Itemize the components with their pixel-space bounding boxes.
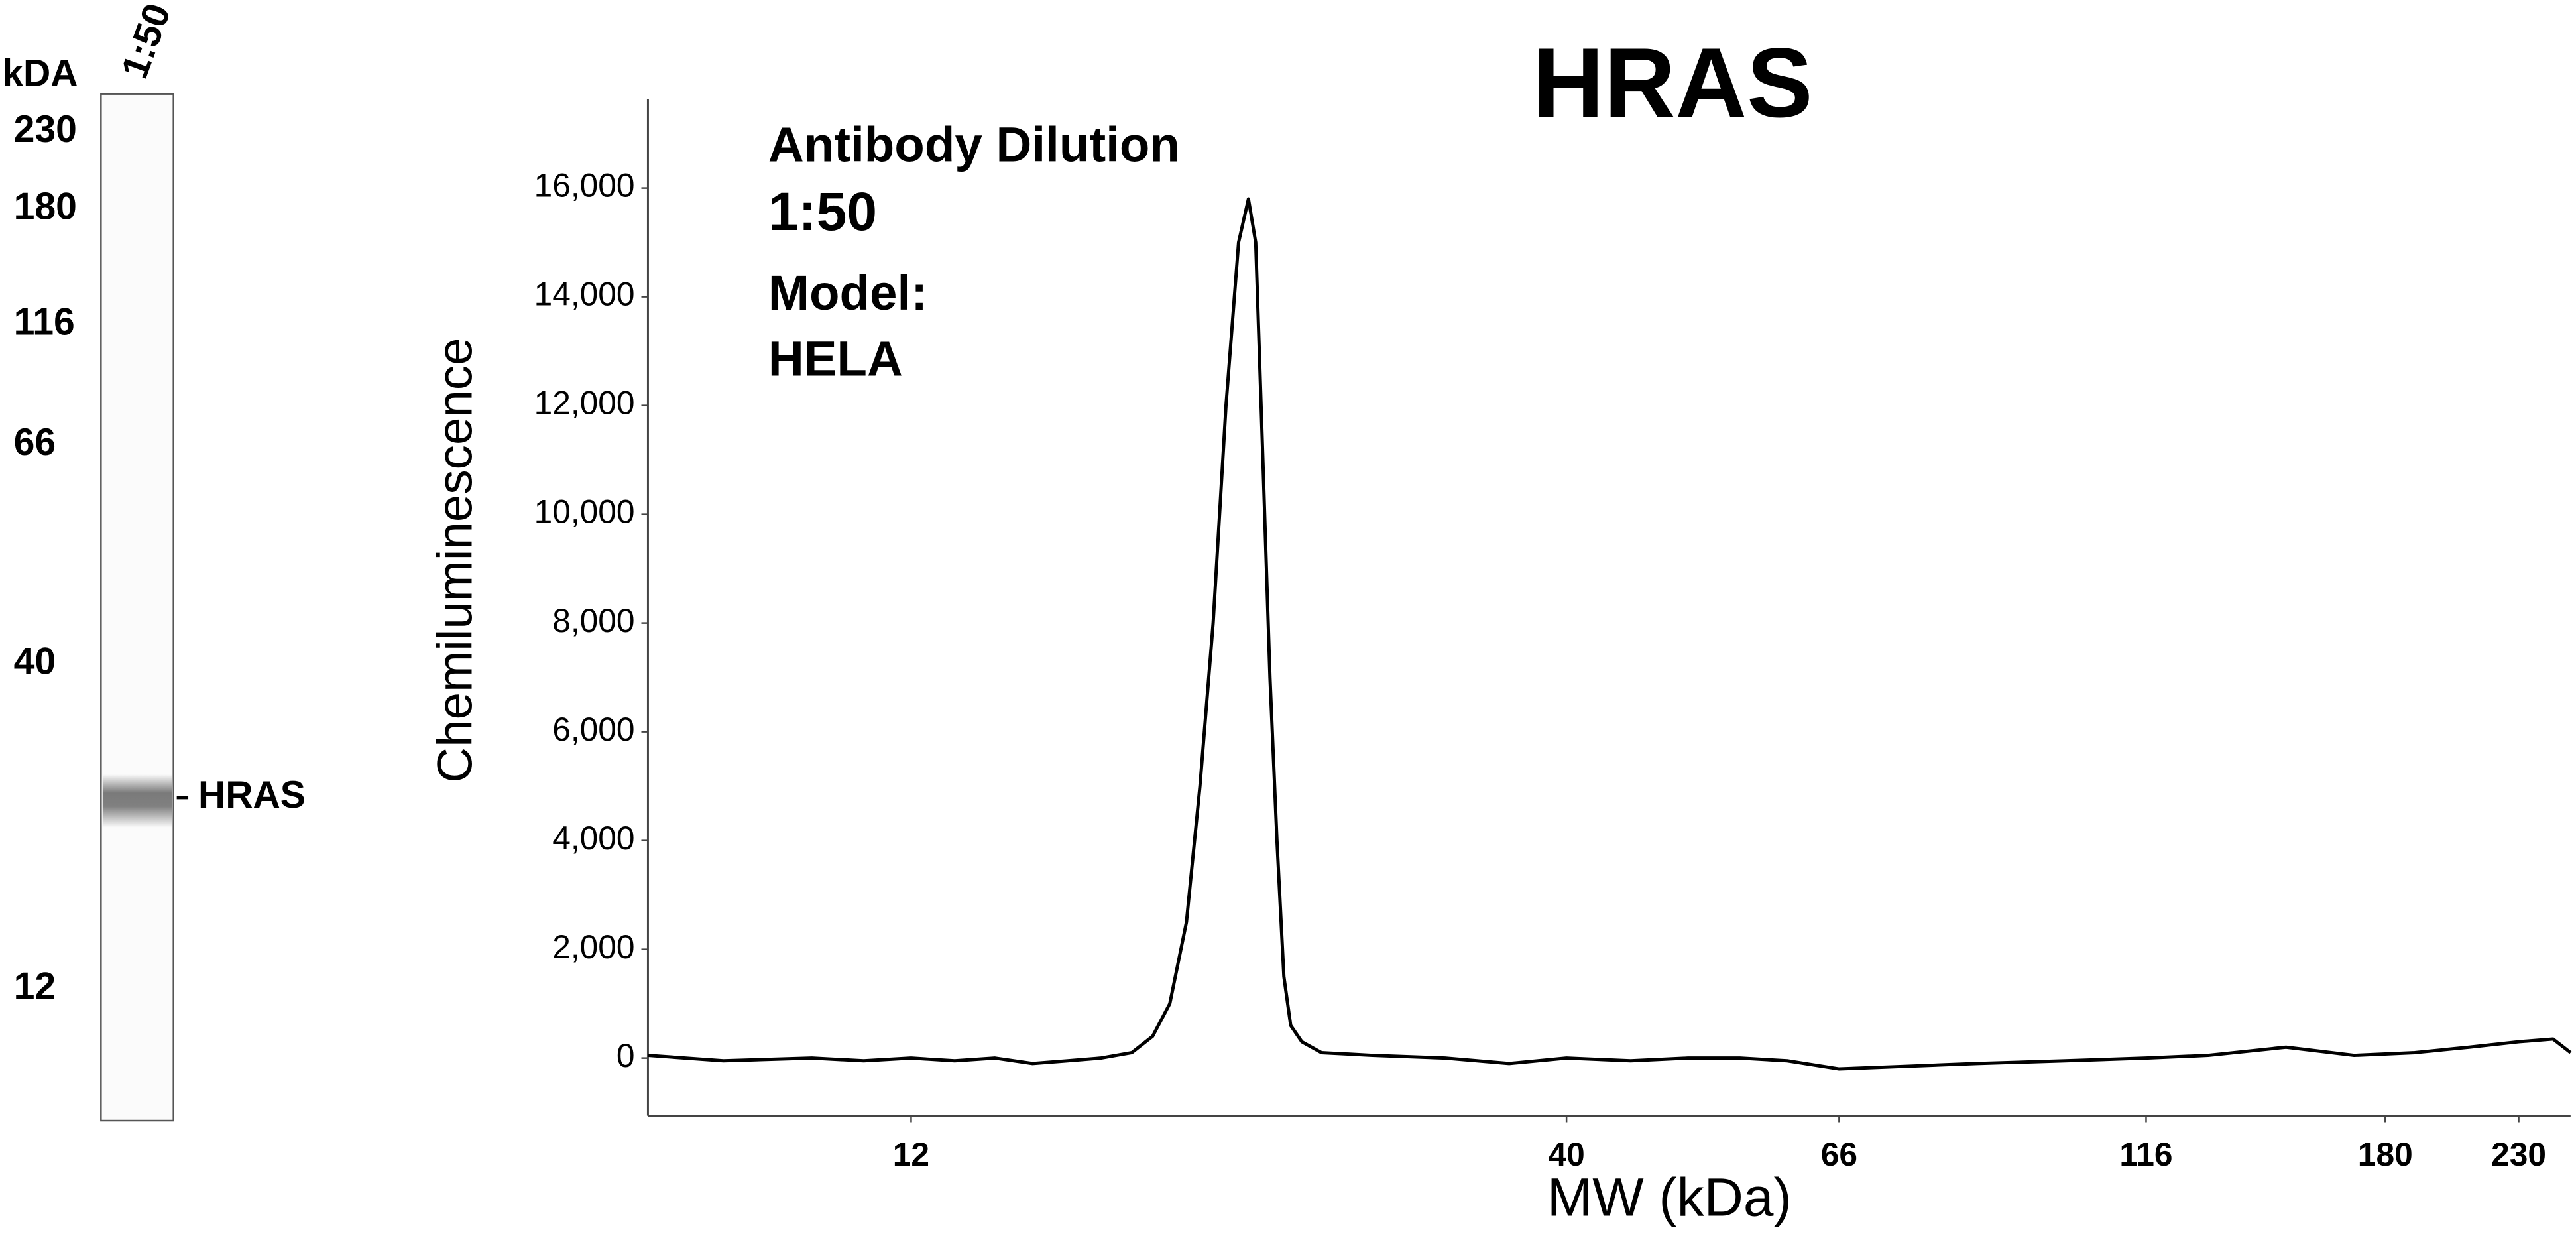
gel-unit: kDA [2,52,78,94]
y-axis-label: Chemiluminescence [427,338,482,782]
y-tick-label: 0 [616,1037,635,1074]
gel-band [102,774,172,828]
lane-label: 1:50 [113,0,179,84]
x-tick-label: 116 [2119,1136,2172,1173]
mw-marker: 230 [14,108,77,151]
x-tick-label: 40 [1548,1136,1584,1173]
annotation: Model: [768,265,927,320]
trace-line [648,197,2572,1071]
y-tick-label: 2,000 [552,928,634,965]
annotation: HELA [768,331,903,386]
x-axis-label: MW (kDa) [1547,1167,1792,1227]
mw-marker: 66 [14,421,56,464]
mw-marker: 180 [14,186,77,228]
chart-title: HRAS [1533,27,1813,138]
x-tick-label: 180 [2358,1136,2413,1173]
band-label: HRAS [198,774,306,816]
y-tick-label: 12,000 [534,385,635,422]
y-tick-label: 6,000 [552,711,634,748]
annotation: 1:50 [768,182,877,242]
mw-marker: 40 [14,641,56,683]
mw-marker: 12 [14,965,56,1007]
gel-lane [100,93,174,1122]
y-tick-label: 4,000 [552,820,634,857]
annotation: Antibody Dilution [768,117,1180,172]
y-tick-label: 14,000 [534,276,635,313]
mw-marker: 116 [14,301,75,343]
y-tick-label: 16,000 [534,167,635,204]
x-tick-label: 230 [2491,1136,2546,1173]
x-tick-label: 66 [1821,1136,1857,1173]
y-tick-label: 8,000 [552,602,634,639]
y-tick-label: 10,000 [534,493,635,530]
x-tick-label: 12 [893,1136,929,1173]
